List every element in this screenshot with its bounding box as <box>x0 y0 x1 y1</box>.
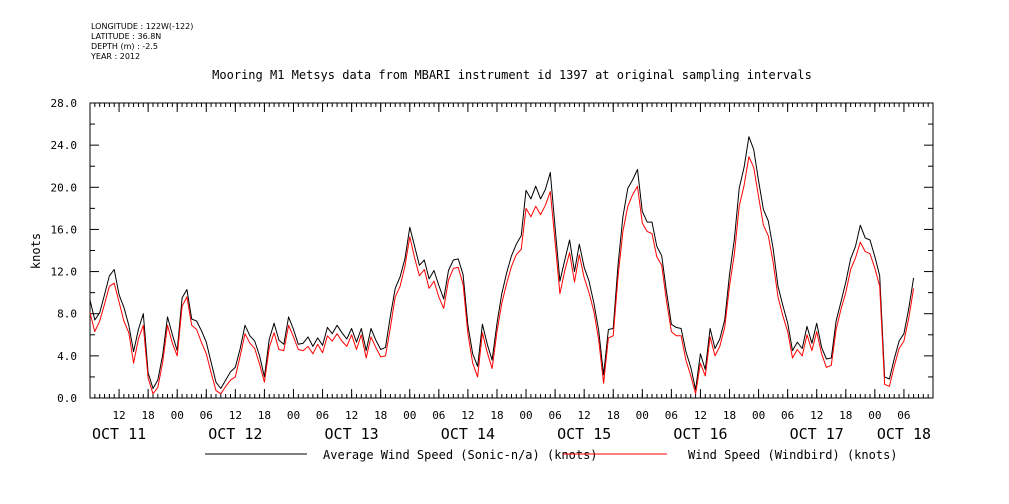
x-day-label: OCT 11 <box>92 425 146 443</box>
y-tick-label: 28.0 <box>51 97 78 110</box>
x-tick-label: 06 <box>665 409 678 422</box>
year-label: YEAR : 2012 <box>91 52 141 61</box>
x-day-label: OCT 17 <box>790 425 844 443</box>
longitude-label: LONGITUDE : 122W(-122) <box>91 22 194 31</box>
x-tick-label: 06 <box>781 409 794 422</box>
x-tick-label: 18 <box>374 409 387 422</box>
x-tick-label: 18 <box>607 409 620 422</box>
series-line-sonic <box>89 136 915 391</box>
legend-label: Average Wind Speed (Sonic-n/a) (knots) <box>323 448 598 462</box>
x-tick-label: 00 <box>752 409 765 422</box>
x-day-label: OCT 14 <box>441 425 495 443</box>
y-tick-label: 12.0 <box>51 266 78 279</box>
x-tick-label: 12 <box>810 409 823 422</box>
x-day-label: OCT 12 <box>208 425 262 443</box>
plot-frame <box>89 102 934 399</box>
depth-label: DEPTH (m) : -2.5 <box>91 42 158 51</box>
x-tick-label: 12 <box>229 409 242 422</box>
y-tick-label: 8.0 <box>57 308 77 321</box>
y-tick-label: 0.0 <box>57 392 77 405</box>
x-tick-label: 06 <box>316 409 329 422</box>
chart-title: Mooring M1 Metsys data from MBARI instru… <box>212 68 812 82</box>
series-line-windbird <box>89 156 915 395</box>
x-tick-label: 12 <box>461 409 474 422</box>
x-tick-label: 18 <box>490 409 503 422</box>
x-tick-label: 06 <box>548 409 561 422</box>
x-tick-label: 12 <box>578 409 591 422</box>
location-metadata: LONGITUDE : 122W(-122) LATITUDE : 36.8N … <box>91 22 193 62</box>
x-day-label: OCT 16 <box>673 425 727 443</box>
x-tick-label: 06 <box>897 409 910 422</box>
latitude-label: LATITUDE : 36.8N <box>91 32 162 41</box>
y-tick-label: 20.0 <box>51 181 78 194</box>
x-tick-label: 00 <box>636 409 649 422</box>
x-tick-label: 06 <box>200 409 213 422</box>
legend-label: Wind Speed (Windbird) (knots) <box>688 448 898 462</box>
x-day-label: OCT 18 <box>877 425 931 443</box>
x-tick-label: 18 <box>723 409 736 422</box>
x-tick-label: 06 <box>432 409 445 422</box>
x-day-label: OCT 15 <box>557 425 611 443</box>
x-tick-label: 12 <box>694 409 707 422</box>
x-tick-label: 00 <box>287 409 300 422</box>
y-axis-label: knots <box>29 233 43 269</box>
y-tick-label: 4.0 <box>57 350 77 363</box>
x-day-label: OCT 13 <box>325 425 379 443</box>
x-tick-label: 00 <box>171 409 184 422</box>
x-tick-label: 00 <box>868 409 881 422</box>
x-tick-label: 18 <box>258 409 271 422</box>
x-tick-label: 12 <box>112 409 125 422</box>
x-tick-label: 00 <box>403 409 416 422</box>
x-tick-label: 18 <box>142 409 155 422</box>
x-tick-label: 12 <box>345 409 358 422</box>
x-tick-label: 18 <box>839 409 852 422</box>
y-tick-label: 16.0 <box>51 223 78 236</box>
x-tick-label: 00 <box>519 409 532 422</box>
y-tick-label: 24.0 <box>51 139 78 152</box>
